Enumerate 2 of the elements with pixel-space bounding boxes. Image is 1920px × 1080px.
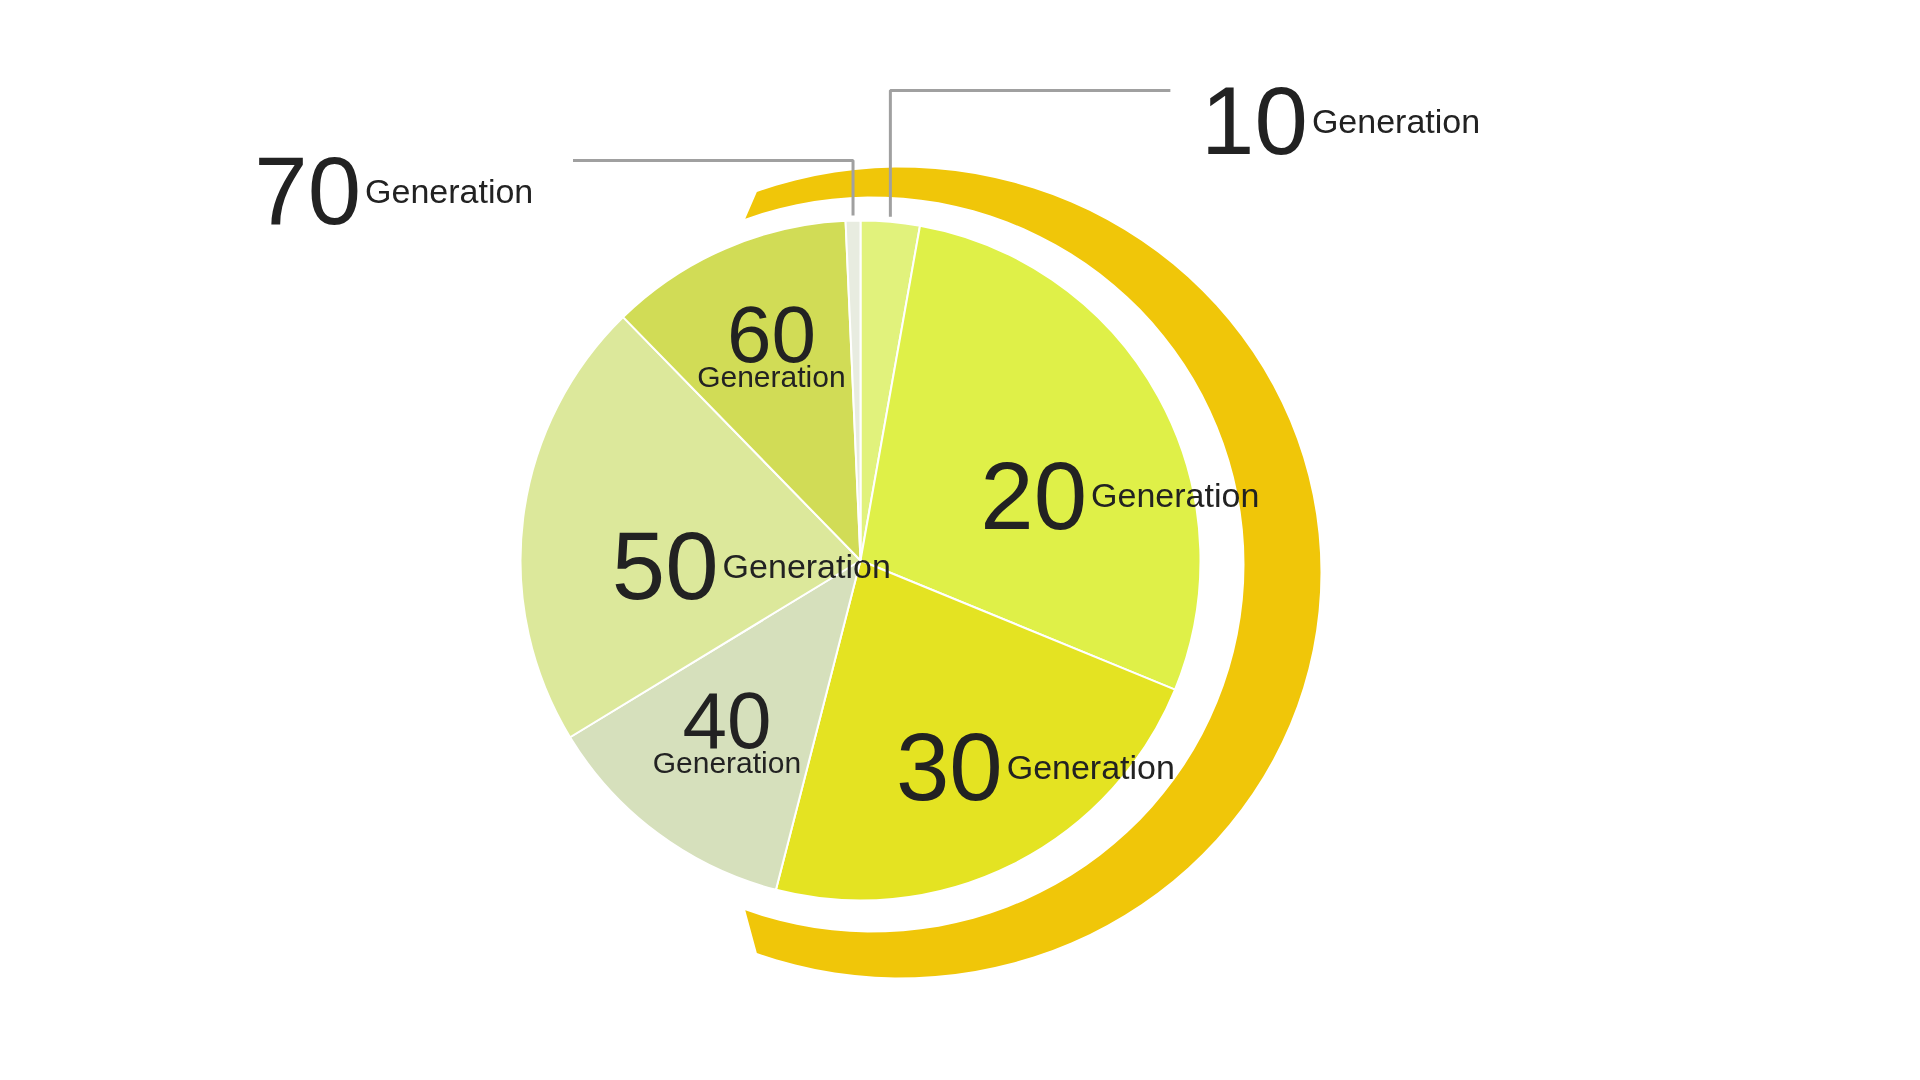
slice-label: 60Generation <box>697 290 846 394</box>
slice-label: 40Generation <box>652 676 802 780</box>
